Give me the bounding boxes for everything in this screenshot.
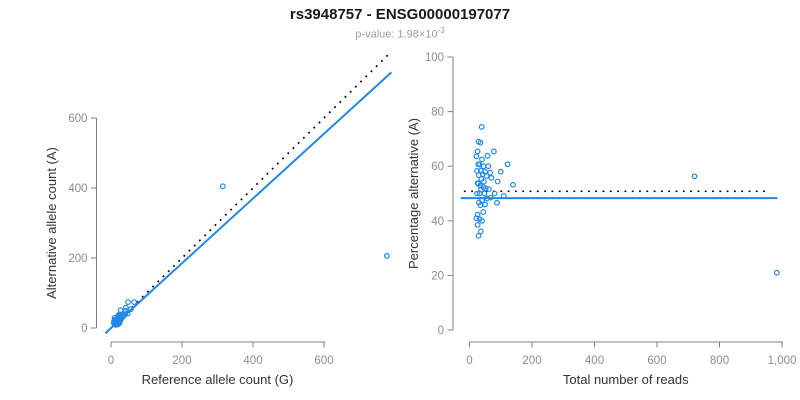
data-point: [123, 304, 129, 311]
data-point: [475, 172, 482, 179]
x-axis-title: Reference allele count (G): [142, 372, 294, 387]
data-point: [480, 178, 487, 185]
data-point: [485, 163, 492, 170]
data-point: [477, 202, 484, 209]
data-point: [124, 310, 131, 317]
data-point: [494, 178, 501, 185]
data-point: [484, 152, 491, 159]
data-point: [478, 123, 485, 130]
data-point: [497, 168, 504, 175]
data-point: [483, 173, 490, 179]
data-point: [490, 148, 497, 155]
y-tick-label: 600: [68, 113, 87, 125]
y-axis-title: Alternative allele count (A): [44, 147, 59, 299]
data-point: [474, 148, 481, 155]
data-point: [484, 195, 490, 202]
data-point: [477, 139, 484, 146]
data-point: [125, 299, 131, 306]
y-tick-label: 0: [81, 323, 87, 335]
data-point: [494, 199, 500, 206]
identity-line: [105, 54, 389, 334]
data-point: [500, 193, 507, 199]
x-axis-title: Total number of reads: [563, 372, 689, 387]
data-point: [475, 180, 482, 187]
x-tick-label: 1,000: [768, 355, 797, 367]
data-point: [773, 269, 780, 276]
y-tick-label: 40: [431, 216, 444, 228]
x-tick-label: 600: [314, 355, 333, 367]
data-point: [475, 232, 482, 239]
data-point: [485, 186, 492, 193]
data-point: [219, 183, 226, 190]
data-point: [479, 156, 485, 163]
x-tick-label: 0: [466, 355, 472, 367]
data-point: [504, 161, 511, 168]
y-tick-label: 100: [425, 52, 444, 64]
data-point: [487, 194, 494, 201]
data-point: [481, 190, 488, 197]
data-point: [474, 221, 481, 228]
x-tick-label: 200: [172, 355, 191, 367]
y-tick-label: 400: [68, 183, 87, 195]
x-tick-label: 400: [585, 355, 604, 367]
reads-vs-percentage-plot: 0 200 400 600 800 1,000 0 20 40 60 80 100 Total numb…: [406, 52, 796, 387]
data-point: [473, 215, 480, 222]
data-point: [131, 299, 137, 306]
data-point: [474, 190, 480, 197]
data-point: [127, 306, 134, 313]
data-point: [480, 209, 487, 215]
y-tick-label: 60: [431, 161, 444, 173]
data-point: [473, 153, 480, 160]
data-point: [691, 173, 698, 180]
x-tick-label: 200: [522, 355, 541, 367]
data-point: [487, 169, 494, 176]
data-point: [479, 217, 485, 224]
data-point: [488, 175, 495, 181]
data-point: [120, 313, 127, 320]
y-tick-label: 0: [438, 325, 444, 337]
data-point: [476, 190, 483, 197]
data-point: [114, 321, 121, 328]
data-point: [383, 252, 390, 259]
data-point: [475, 161, 482, 168]
data-point: [510, 181, 516, 188]
x-tick-label: 400: [243, 355, 262, 367]
ref-vs-alt-plot: 0 200 400 600 0 200 400 600 Reference allele cou…: [44, 54, 393, 387]
y-tick-label: 20: [431, 270, 444, 282]
x-tick-label: 600: [647, 355, 666, 367]
data-point: [477, 228, 484, 235]
data-point: [491, 190, 498, 197]
x-tick-label: 800: [710, 355, 729, 367]
y-axis-title: Percentage alternative (A): [406, 118, 421, 269]
data-point: [482, 201, 489, 208]
y-tick-label: 80: [431, 107, 444, 119]
y-tick-label: 200: [68, 253, 87, 265]
fit-line: [105, 71, 393, 334]
x-tick-label: 0: [108, 355, 114, 367]
